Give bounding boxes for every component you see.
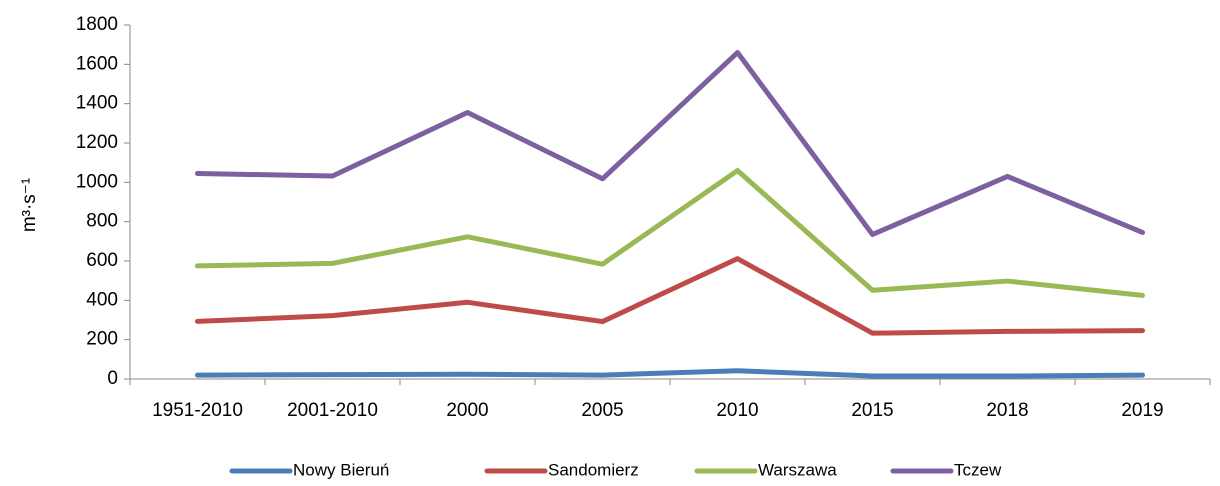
x-tick-label: 2019 [1121, 400, 1163, 421]
y-tick-label: 1400 [76, 93, 118, 114]
x-tick-label: 2018 [986, 400, 1028, 421]
legend-label: Nowy Bieruń [293, 460, 389, 479]
x-tick-label: 2001-2010 [287, 400, 378, 421]
series-line [195, 50, 1145, 237]
y-axis-label: m³·s⁻¹ [19, 178, 40, 232]
legend-label: Sandomierz [548, 460, 639, 479]
x-tick-label: 2010 [716, 400, 758, 421]
legend-label: Tczew [954, 460, 1002, 479]
y-tick-label: 400 [86, 289, 118, 310]
series-line [195, 368, 1145, 379]
y-tick-label: 600 [86, 250, 118, 271]
y-tick-label: 1200 [76, 132, 118, 153]
x-tick-label: 2000 [446, 400, 488, 421]
series-line [195, 168, 1145, 298]
series-line [195, 256, 1145, 336]
x-tick-label: 2015 [851, 400, 893, 421]
x-tick-label: 2005 [581, 400, 623, 421]
y-tick-label: 1600 [76, 53, 118, 74]
legend-label: Warszawa [758, 460, 837, 479]
y-tick-label: 0 [107, 368, 118, 389]
x-tick-label: 1951-2010 [152, 400, 243, 421]
y-tick-label: 800 [86, 211, 118, 232]
y-tick-label: 1800 [76, 14, 118, 35]
y-tick-label: 200 [86, 329, 118, 350]
y-tick-label: 1000 [76, 171, 118, 192]
